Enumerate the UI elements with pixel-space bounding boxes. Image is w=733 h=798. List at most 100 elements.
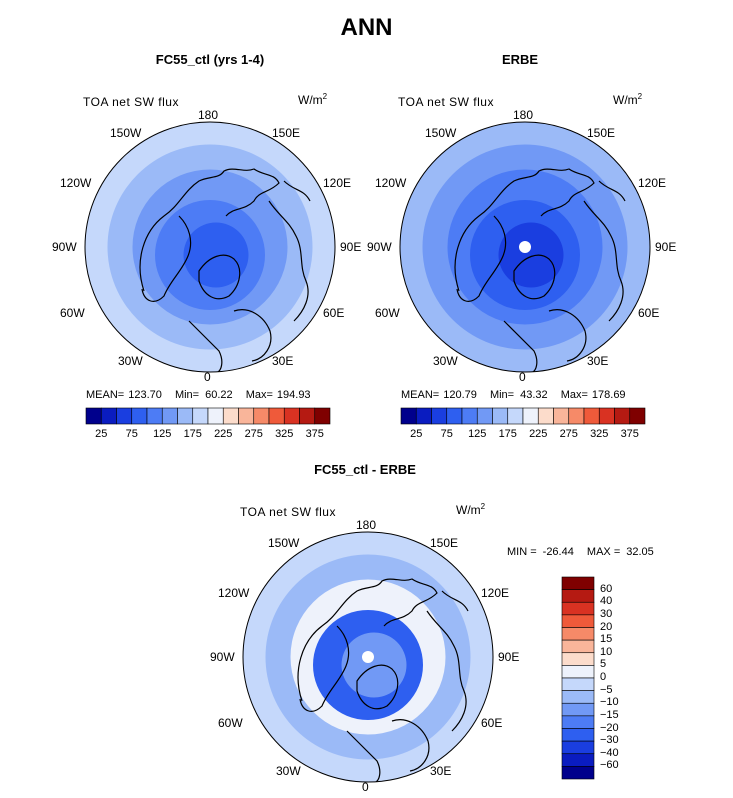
coastline <box>233 309 272 362</box>
coastline <box>299 625 350 712</box>
panel-1-title: FC55_ctl (yrs 1-4) <box>155 52 265 67</box>
lon-label-120w: 120W <box>375 176 407 190</box>
lon-label-0: 0 <box>519 370 526 384</box>
colorbar-tick-label: 375 <box>620 428 639 440</box>
lon-label-60e: 60E <box>638 306 660 320</box>
max-label: MAX = <box>586 546 621 558</box>
colorbar-swatch <box>431 407 448 425</box>
panel-1-colorbar <box>85 407 331 425</box>
panel-1-map <box>84 121 336 373</box>
lon-label-120e: 120E <box>481 586 510 600</box>
coastline <box>598 180 626 202</box>
panel-2-stats: MEAN= 120.79 Min= 43.32 Max= 178.69 <box>401 389 636 401</box>
colorbar-tick-label: 175 <box>183 428 202 440</box>
lon-label-60w: 60W <box>218 716 243 730</box>
mean-value: 120.79 <box>443 389 477 401</box>
colorbar-tick-label: 175 <box>498 428 517 440</box>
panel-3-variable: TOA net SW flux <box>240 505 336 519</box>
colorbar-swatch <box>283 407 300 425</box>
colorbar-swatch <box>629 407 646 425</box>
page-title: ANN <box>340 14 393 41</box>
min-label: MIN = <box>507 546 537 558</box>
lon-label-150e: 150E <box>430 536 459 550</box>
colorbar-tick-label: 225 <box>214 428 233 440</box>
lon-label-60e: 60E <box>323 306 345 320</box>
coastline <box>141 215 192 302</box>
colorbar-swatch <box>222 407 239 425</box>
panel-2-map <box>399 121 651 373</box>
colorbar-swatch <box>415 407 432 425</box>
colorbar-swatch <box>146 407 163 425</box>
mean-value: 123.70 <box>128 389 162 401</box>
coastline <box>283 180 311 202</box>
min-label: Min= <box>489 389 515 401</box>
panel-1-stats: MEAN= 123.70 Min= 60.22 Max= 194.93 <box>86 389 321 401</box>
coastline <box>441 590 469 612</box>
colorbar-swatch <box>614 407 631 425</box>
colorbar-swatch <box>561 690 595 704</box>
map-boundary <box>242 531 494 783</box>
lon-label-150e: 150E <box>587 126 616 140</box>
colorbar-swatch <box>561 677 595 691</box>
colorbar-swatch <box>476 407 493 425</box>
coastline <box>188 320 223 372</box>
lon-label-90w: 90W <box>367 240 392 254</box>
map-boundary <box>84 121 336 373</box>
lon-label-30w: 30W <box>118 354 143 368</box>
min-value: 43.32 <box>520 389 548 401</box>
lon-label-180: 180 <box>356 518 377 532</box>
panel-1-variable: TOA net SW flux <box>83 95 179 109</box>
colorbar-tick-label: 0 <box>600 671 607 683</box>
colorbar-swatch <box>561 728 595 742</box>
lon-label-150e: 150E <box>272 126 301 140</box>
lon-label-120w: 120W <box>218 586 250 600</box>
lon-label-180: 180 <box>513 108 534 122</box>
colorbar-tick-label: 325 <box>275 428 294 440</box>
lon-label-150w: 150W <box>110 126 142 140</box>
lon-label-180: 180 <box>198 108 219 122</box>
coastline <box>583 200 624 322</box>
max-value: 32.05 <box>626 546 654 558</box>
colorbar-tick-label: −20 <box>600 721 619 734</box>
colorbar-swatch <box>561 614 595 628</box>
coastline <box>456 215 507 302</box>
mean-label: MEAN= <box>401 389 440 401</box>
colorbar-swatch <box>461 407 478 425</box>
colorbar-swatch <box>561 652 595 666</box>
colorbar-tick-label: 10 <box>600 645 613 658</box>
panel-2-title: ERBE <box>501 52 539 67</box>
colorbar-swatch <box>561 740 595 755</box>
colorbar-swatch <box>207 407 224 425</box>
lon-label-30e: 30E <box>272 354 294 368</box>
region-arctic-ocean-siberia <box>341 632 407 698</box>
colorbar-tick-label: 275 <box>559 428 578 440</box>
colorbar-swatch <box>100 407 117 425</box>
min-value: -26.44 <box>542 546 574 558</box>
colorbar-swatch <box>131 407 148 425</box>
colorbar-tick-label: 5 <box>600 658 607 671</box>
colorbar-tick-label: 25 <box>95 428 108 440</box>
lon-label-0: 0 <box>204 370 211 384</box>
lon-label-90w: 90W <box>52 240 77 254</box>
coastline <box>198 254 241 300</box>
colorbar-swatch <box>161 407 178 425</box>
colorbar-tick-label: 225 <box>529 428 548 440</box>
panel-3-map <box>242 531 494 783</box>
colorbar-swatch <box>253 407 270 425</box>
colorbar-swatch <box>507 407 524 425</box>
coastline <box>391 719 430 772</box>
colorbar-swatch <box>85 407 102 425</box>
lon-label-120e: 120E <box>323 176 352 190</box>
pole-missing-data <box>362 651 374 663</box>
colorbar-tick-label: 275 <box>244 428 263 440</box>
colorbar-tick-label: −40 <box>600 746 619 759</box>
panel-2-units: W/m2 <box>613 92 643 107</box>
coastline <box>346 730 381 782</box>
colorbar-swatch <box>116 407 133 425</box>
colorbar-tick-label: −10 <box>600 696 619 709</box>
panel-2-colorbar <box>400 407 646 425</box>
colorbar-swatch <box>299 407 316 425</box>
lon-label-90e: 90E <box>655 240 677 254</box>
max-value: 194.93 <box>276 389 311 401</box>
colorbar-swatch <box>561 753 595 767</box>
